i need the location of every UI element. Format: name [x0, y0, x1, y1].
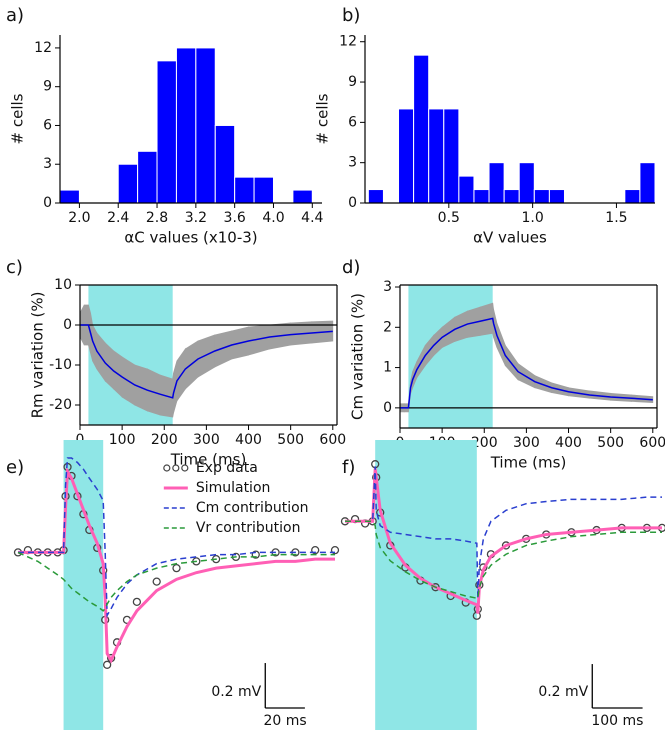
y-tick-label: 9 [43, 79, 52, 95]
y-tick-label: 6 [43, 117, 52, 133]
y-tick-label: 9 [348, 74, 357, 90]
bar [489, 163, 504, 203]
y-tick-label: 0 [63, 317, 72, 333]
x-tick-label: 600 [639, 435, 665, 451]
error-band [215, 331, 232, 367]
x-tick-label: 400 [235, 432, 262, 448]
panel-label: c) [6, 257, 23, 278]
panel-label: b) [342, 5, 360, 26]
x-axis-label: αV values [473, 229, 547, 247]
y-tick-label: 3 [43, 156, 52, 172]
bar [254, 177, 273, 203]
bar [118, 164, 137, 203]
y-tick-label: 0 [383, 400, 392, 416]
y-axis-label: Rm variation (%) [29, 292, 47, 419]
x-axis-label: αC values (x10-3) [124, 229, 257, 247]
bar [519, 163, 534, 203]
bar [235, 177, 254, 203]
bar [176, 48, 195, 203]
x-tick-label: 500 [277, 432, 304, 448]
x-tick-label: 400 [555, 435, 582, 451]
x-tick-label: 100 [109, 432, 136, 448]
bar [293, 190, 312, 203]
bar [157, 61, 176, 203]
x-tick-label: 300 [193, 432, 220, 448]
y-axis-label: # cells [314, 93, 332, 144]
y-tick-label: 3 [383, 279, 392, 295]
legend-label: Exp data [196, 460, 258, 476]
error-band [185, 341, 198, 389]
x-tick-label: 600 [319, 432, 346, 448]
error-band [198, 335, 215, 377]
y-tick-label: -10 [49, 357, 72, 373]
error-band [518, 364, 535, 388]
panel-label: a) [6, 5, 24, 26]
bar [196, 48, 215, 203]
x-axis-label: Time (ms) [490, 454, 567, 472]
y-axis-label: # cells [9, 93, 27, 144]
bar [549, 190, 564, 203]
panel-label: f) [342, 457, 355, 478]
x-tick-label: 4.0 [262, 210, 284, 226]
bar [534, 190, 549, 203]
bar [215, 125, 234, 203]
bar [138, 151, 157, 203]
y-tick-label: 2 [383, 319, 392, 335]
x-tick-label: 0.5 [438, 210, 460, 226]
y-axis-label: Cm variation (%) [349, 293, 367, 420]
data-point [133, 598, 140, 605]
panel-label: d) [342, 257, 360, 278]
bar [625, 190, 640, 203]
bar [399, 109, 414, 203]
legend-label: Cm contribution [196, 500, 309, 516]
y-tick-label: 12 [339, 34, 357, 50]
y-tick-label: 10 [54, 277, 72, 293]
legend-label: Vr contribution [196, 520, 301, 536]
x-tick-label: 2.4 [107, 210, 129, 226]
y-tick-label: 12 [34, 40, 52, 56]
y-tick-label: 6 [348, 114, 357, 130]
bar [414, 55, 429, 203]
bar [504, 190, 519, 203]
x-tick-label: 200 [151, 432, 178, 448]
data-point [173, 565, 180, 572]
data-point [153, 578, 160, 585]
y-tick-label: 0 [43, 195, 52, 211]
x-tick-label: 1.0 [521, 210, 543, 226]
bar [368, 190, 383, 203]
bar [429, 109, 444, 203]
x-tick-label: 300 [513, 435, 540, 451]
x-tick-label: 3.6 [224, 210, 246, 226]
x-tick-label: 500 [597, 435, 624, 451]
panel-label: e) [6, 457, 24, 478]
x-tick-label: 3.2 [185, 210, 207, 226]
bar [60, 190, 79, 203]
x-tick-label: 2.0 [68, 210, 90, 226]
bar [444, 109, 459, 203]
scale-bar-label: 20 ms [263, 713, 306, 729]
scale-bar-label: 0.2 mV [211, 684, 261, 700]
y-tick-label: 3 [348, 155, 357, 171]
bar [459, 176, 474, 203]
bar [474, 190, 489, 203]
x-tick-label: 2.8 [146, 210, 168, 226]
y-tick-label: -20 [49, 397, 72, 413]
scale-bar-label: 0.2 mV [538, 684, 588, 700]
legend-marker [164, 465, 170, 471]
x-tick-label: 1.5 [605, 210, 627, 226]
y-tick-label: 0 [348, 195, 357, 211]
bar [640, 163, 655, 203]
legend-label: Simulation [196, 480, 271, 496]
x-tick-label: 4.4 [301, 210, 323, 226]
stimulus-span [375, 440, 477, 730]
data-point [104, 661, 111, 668]
scale-bar-label: 100 ms [591, 713, 643, 729]
y-tick-label: 1 [383, 360, 392, 376]
